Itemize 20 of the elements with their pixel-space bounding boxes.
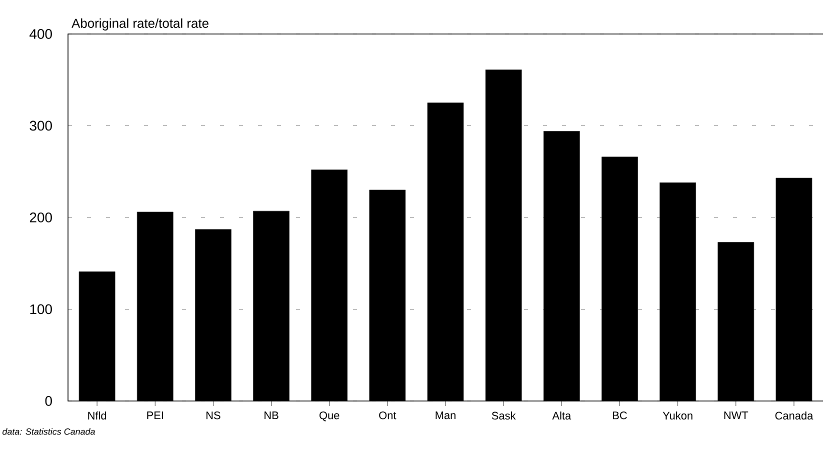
- y-tick-label: 400: [30, 29, 52, 39]
- y-tick-label: 300: [30, 120, 52, 131]
- x-tick-label: NWT: [724, 412, 748, 420]
- x-tick-label: BC: [613, 412, 627, 420]
- y-tick-label: 100: [30, 304, 52, 314]
- x-tick-label: Nfld: [88, 412, 106, 420]
- x-tick-label: Man: [436, 412, 456, 420]
- text: data: Statistics Canada: [2, 428, 95, 435]
- y-axis-title: Aboriginal rate/total rate: [72, 18, 208, 30]
- x-tick-label: Canada: [775, 412, 814, 420]
- y-tick-label: 200: [30, 212, 52, 222]
- x-tick-label: Yukon: [662, 412, 692, 420]
- x-tick-label: Alta: [552, 412, 572, 420]
- x-tick-label: NB: [264, 412, 278, 420]
- y-tick-label: 0: [45, 396, 52, 406]
- x-tick-label: Sask: [492, 412, 516, 420]
- x-tick-label: Ont: [379, 412, 396, 420]
- x-tick-label: PEI: [147, 412, 163, 420]
- x-tick-label: NS: [206, 412, 220, 420]
- x-tick-label: Que: [320, 412, 340, 422]
